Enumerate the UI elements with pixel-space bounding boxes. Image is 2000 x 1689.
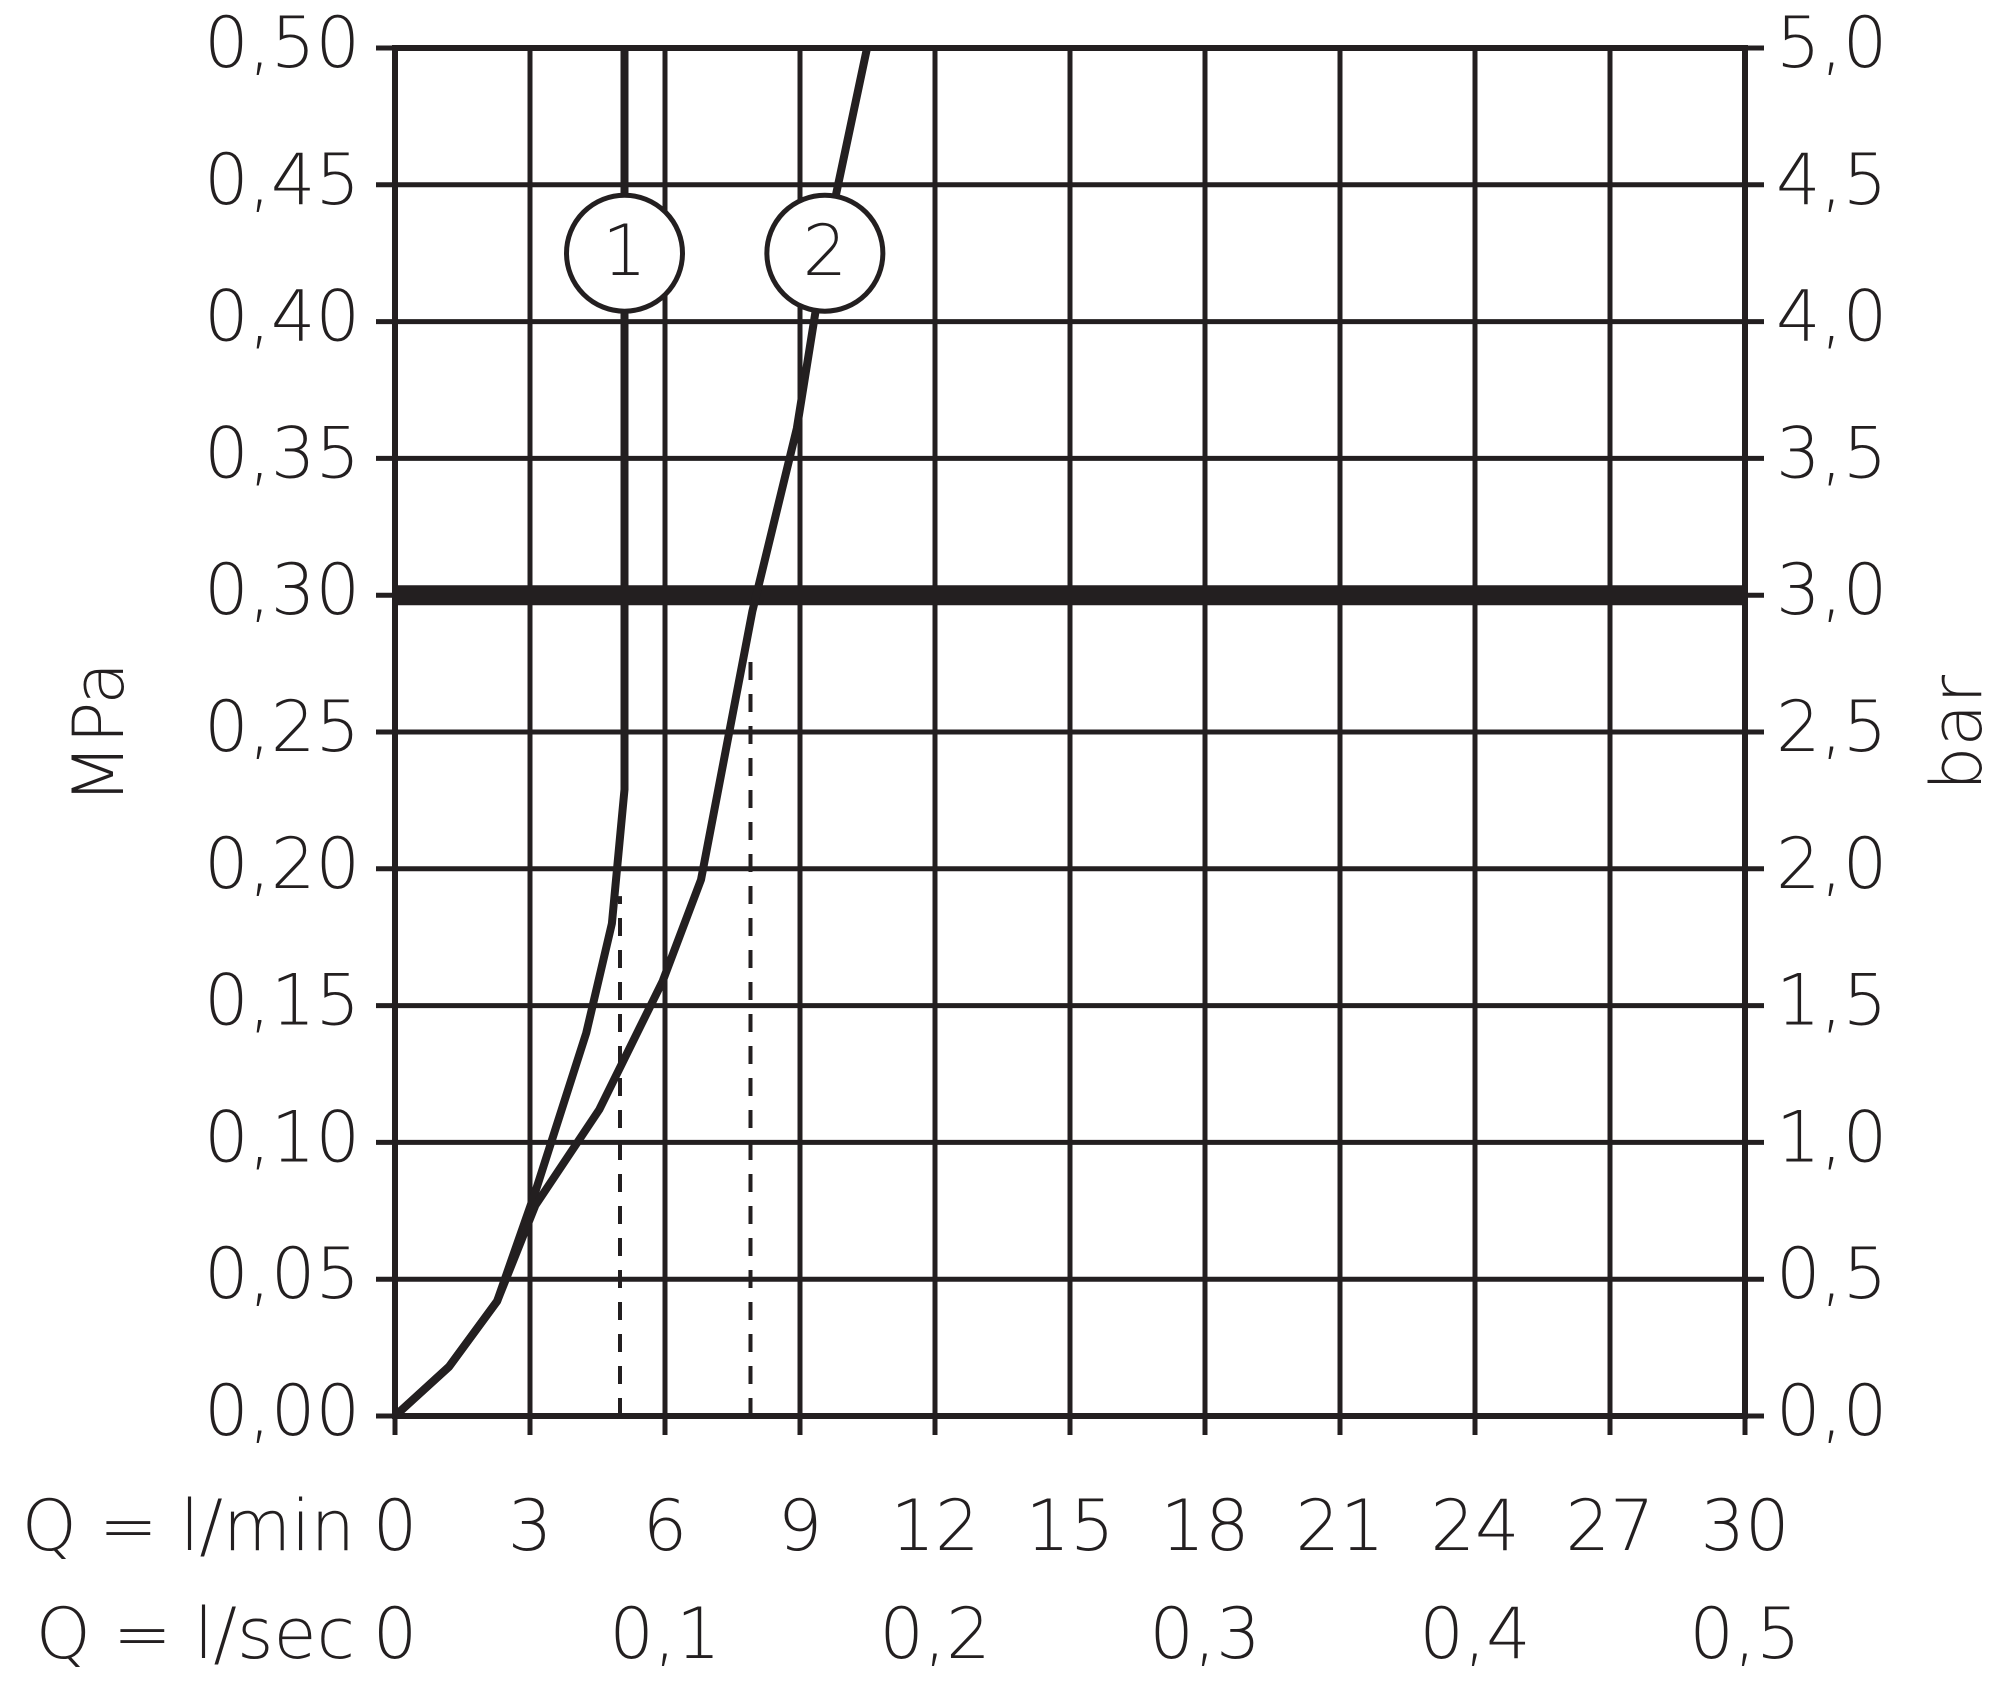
y-tick-label: 0,00 [204, 1370, 360, 1452]
x-tick-label: 3 [508, 1485, 553, 1567]
y-tick-label: 0,05 [204, 1233, 360, 1315]
y-tick-label: 0,50 [204, 2, 360, 84]
x-tick-label: 9 [778, 1485, 823, 1567]
x2-axis-label: Q = l/sec [36, 1593, 355, 1675]
x-axis-label: Q = l/min [22, 1485, 355, 1567]
x-tick-label: 18 [1160, 1485, 1249, 1567]
y-axis-label: MPa [58, 662, 140, 804]
series-label-circle [564, 192, 685, 314]
y2-tick-label: 1,0 [1776, 1096, 1887, 1178]
y-tick-label: 0,20 [204, 823, 360, 905]
y-tick-label: 0,15 [204, 960, 360, 1042]
legend-label: 1 [602, 210, 647, 292]
y2-tick-label: 0,5 [1776, 1233, 1887, 1315]
x-tick-label: 24 [1430, 1485, 1519, 1567]
y-tick-label: 0,40 [204, 276, 360, 358]
y-tick-label: 0,45 [204, 139, 360, 221]
x2-tick-label: 0,1 [609, 1593, 720, 1675]
legend-label: 2 [803, 210, 848, 292]
x-tick-label: 27 [1565, 1485, 1654, 1567]
y2-tick-label: 4,5 [1776, 139, 1887, 221]
series-line [392, 47, 871, 1419]
x-tick-label: 30 [1700, 1485, 1789, 1567]
x2-tick-label: 0,2 [879, 1593, 990, 1675]
x-tick-label: 15 [1025, 1485, 1114, 1567]
y2-tick-label: 3,5 [1776, 412, 1887, 494]
x2-tick-label: 0 [373, 1593, 418, 1675]
x-tick-label: 0 [373, 1485, 418, 1567]
x2-tick-label: 0,5 [1689, 1593, 1800, 1675]
x-tick-label: 21 [1295, 1485, 1384, 1567]
y2-tick-label: 4,0 [1776, 276, 1887, 358]
x-tick-label: 6 [643, 1485, 688, 1567]
y2-tick-label: 1,5 [1776, 960, 1887, 1042]
x-tick-label: 12 [890, 1485, 979, 1567]
y-tick-label: 0,10 [204, 1096, 360, 1178]
y2-tick-label: 5,0 [1776, 2, 1887, 84]
y2-axis-label: bar [1916, 675, 1998, 791]
x2-tick-label: 0,4 [1419, 1593, 1530, 1675]
y2-tick-label: 2,0 [1776, 823, 1887, 905]
y-tick-label: 0,25 [204, 686, 360, 768]
y-tick-label: 0,30 [204, 549, 360, 631]
y2-tick-label: 2,5 [1776, 686, 1887, 768]
y2-tick-label: 0,0 [1776, 1370, 1887, 1452]
y2-tick-label: 3,0 [1776, 549, 1887, 631]
y-tick-label: 0,35 [204, 412, 360, 494]
series-label-circle [764, 192, 886, 314]
plot-frame [392, 45, 1748, 1419]
x2-tick-label: 0,3 [1149, 1593, 1260, 1675]
